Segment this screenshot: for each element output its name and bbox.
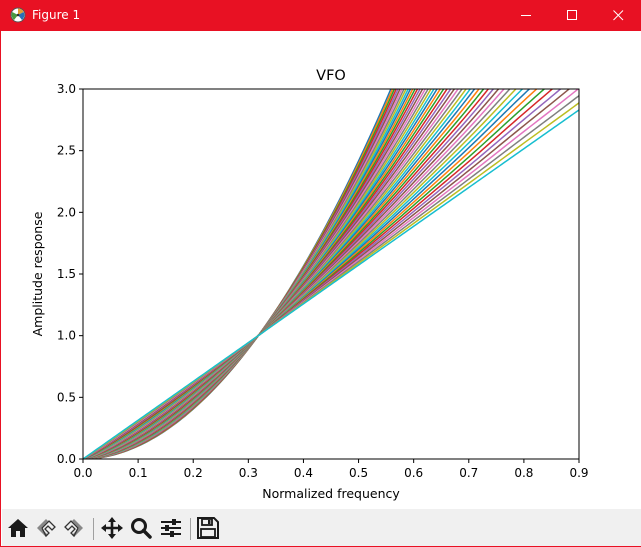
home-icon	[8, 519, 28, 537]
y-tick-label: 0.5	[57, 390, 76, 404]
navigation-toolbar	[2, 509, 641, 546]
home-button[interactable]	[5, 515, 31, 541]
minimize-button[interactable]	[504, 0, 550, 31]
x-tick-label: 0.8	[514, 466, 533, 480]
x-tick-label: 0.4	[294, 466, 313, 480]
y-tick-label: 2.5	[57, 144, 76, 158]
x-tick-label: 0.3	[239, 466, 258, 480]
x-axis-label: Normalized frequency	[262, 486, 400, 501]
chart: 0.0 0.1 0.2 0.3 0.4 0.5 0.6 0.7 0.8 0.9 0.0 0.5 1.0 1…	[30, 68, 589, 501]
curve-line	[83, 109, 579, 459]
forward-button[interactable]	[61, 515, 87, 541]
close-button[interactable]	[596, 0, 641, 31]
sliders-icon	[161, 519, 181, 537]
back-arrow-icon	[37, 519, 56, 538]
figure-canvas: 0.0 0.1 0.2 0.3 0.4 0.5 0.6 0.7 0.8 0.9 0.0 0.5 1.0 1…	[2, 31, 641, 509]
y-tick-label: 3.0	[57, 82, 76, 96]
y-tick-label: 1.0	[57, 329, 76, 343]
configure-subplots-button[interactable]	[158, 515, 184, 541]
x-tick-label: 0.7	[459, 466, 478, 480]
save-button[interactable]	[195, 515, 221, 541]
toolbar-separator	[93, 518, 94, 540]
y-tick-label: 0.0	[57, 452, 76, 466]
toolbar-separator	[190, 518, 191, 540]
move-icon	[101, 517, 123, 539]
x-tick-label: 0.2	[184, 466, 203, 480]
x-tick-label: 0.5	[349, 466, 368, 480]
y-tick-label: 2.0	[57, 205, 76, 219]
zoom-button[interactable]	[128, 515, 154, 541]
x-tick-label: 0.0	[73, 466, 92, 480]
y-axis-label: Amplitude response	[30, 211, 45, 336]
maximize-button[interactable]	[550, 0, 596, 31]
floppy-disk-icon	[197, 517, 219, 539]
curve-family	[83, 89, 579, 459]
maximize-icon	[567, 10, 577, 20]
x-tick-label: 0.1	[129, 466, 148, 480]
matplotlib-logo-icon	[10, 7, 26, 23]
window-title: Figure 1	[32, 8, 81, 22]
minimize-icon	[521, 15, 531, 16]
axis-ticks: 0.0 0.1 0.2 0.3 0.4 0.5 0.6 0.7 0.8 0.9 0.0 0.5 1.0 1…	[57, 82, 589, 480]
back-button[interactable]	[33, 515, 59, 541]
x-tick-label: 0.9	[569, 466, 588, 480]
chart-title: VFO	[316, 68, 346, 84]
magnifier-icon	[131, 518, 152, 539]
x-tick-label: 0.6	[404, 466, 423, 480]
y-tick-label: 1.5	[57, 267, 76, 281]
close-icon	[613, 10, 624, 21]
title-bar[interactable]: Figure 1	[1, 0, 641, 31]
forward-arrow-icon	[64, 519, 83, 538]
pan-button[interactable]	[99, 515, 125, 541]
